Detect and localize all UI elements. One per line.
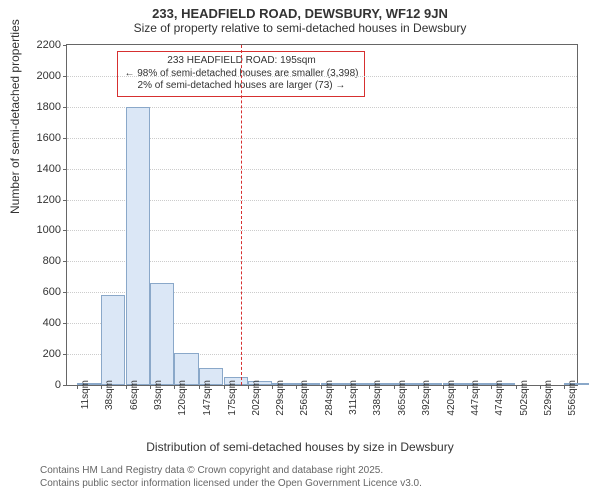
ytick-mark [63,354,67,355]
xtick-label: 66sqm [129,380,140,410]
ytick-mark [63,45,67,46]
xtick-label: 529sqm [543,380,554,416]
ytick-mark [63,385,67,386]
xtick-label: 11sqm [80,380,91,409]
xtick-label: 147sqm [202,380,213,416]
ytick-mark [63,138,67,139]
xtick-label: 120sqm [177,380,188,416]
marker-line [241,45,242,385]
xtick-mark [467,385,468,389]
ytick-label: 1200 [27,194,61,206]
xtick-mark [443,385,444,389]
xtick-mark [564,385,565,389]
histogram-bar [126,107,150,385]
footer-line-1: Contains HM Land Registry data © Crown c… [40,464,422,477]
xtick-label: 229sqm [275,380,286,416]
xtick-mark [345,385,346,389]
histogram-bar [150,283,174,385]
xtick-label: 502sqm [519,380,530,416]
x-axis-label: Distribution of semi-detached houses by … [0,440,600,454]
ytick-label: 600 [27,286,61,298]
xtick-label: 474sqm [494,380,505,416]
xtick-label: 392sqm [421,380,432,416]
ytick-label: 2200 [27,39,61,51]
ytick-mark [63,200,67,201]
ytick-label: 200 [27,348,61,360]
xtick-mark [101,385,102,389]
ytick-label: 1400 [27,163,61,175]
xtick-mark [321,385,322,389]
xtick-mark [126,385,127,389]
ytick-mark [63,261,67,262]
xtick-label: 175sqm [227,380,238,416]
xtick-label: 420sqm [446,380,457,416]
ytick-label: 800 [27,255,61,267]
ytick-label: 1000 [27,224,61,236]
xtick-label: 202sqm [251,380,262,416]
ytick-label: 400 [27,317,61,329]
ytick-label: 1800 [27,101,61,113]
xtick-label: 38sqm [104,380,115,410]
xtick-label: 447sqm [470,380,481,416]
xtick-mark [272,385,273,389]
xtick-label: 556sqm [567,380,578,416]
xtick-label: 311sqm [348,380,359,415]
ytick-mark [63,323,67,324]
xtick-mark [296,385,297,389]
ytick-label: 0 [27,379,61,391]
xtick-mark [224,385,225,389]
histogram-bar [101,295,125,385]
ytick-mark [63,292,67,293]
ytick-mark [63,169,67,170]
xtick-mark [491,385,492,389]
ytick-label: 2000 [27,70,61,82]
footer-line-2: Contains public sector information licen… [40,477,422,490]
ytick-mark [63,76,67,77]
xtick-mark [248,385,249,389]
xtick-label: 256sqm [299,380,310,416]
chart-title: 233, HEADFIELD ROAD, DEWSBURY, WF12 9JN [0,0,600,21]
gridline-h [67,76,577,77]
ytick-mark [63,230,67,231]
footer-attribution: Contains HM Land Registry data © Crown c… [40,464,422,490]
xtick-label: 93sqm [153,380,164,410]
xtick-mark [77,385,78,389]
y-axis-label: Number of semi-detached properties [8,19,22,214]
xtick-mark [150,385,151,389]
chart-subtitle: Size of property relative to semi-detach… [0,21,600,39]
ytick-mark [63,107,67,108]
xtick-mark [540,385,541,389]
ytick-label: 1600 [27,132,61,144]
xtick-mark [369,385,370,389]
xtick-label: 284sqm [324,380,335,416]
xtick-label: 365sqm [397,380,408,416]
xtick-mark [199,385,200,389]
xtick-label: 338sqm [372,380,383,416]
xtick-mark [174,385,175,389]
xtick-mark [418,385,419,389]
xtick-mark [516,385,517,389]
chart-plot-area: 233 HEADFIELD ROAD: 195sqm ← 98% of semi… [66,44,578,386]
xtick-mark [394,385,395,389]
